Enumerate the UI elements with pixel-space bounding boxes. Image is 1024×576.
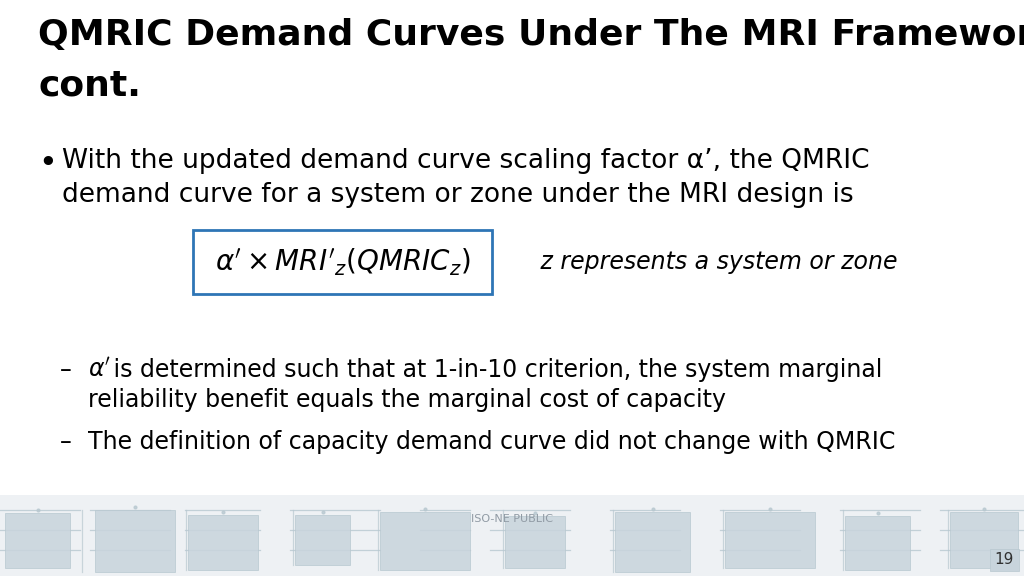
Bar — [380, 512, 470, 570]
Bar — [0, 495, 1024, 576]
Text: z represents a system or zone: z represents a system or zone — [518, 250, 897, 274]
FancyBboxPatch shape — [193, 230, 492, 294]
Text: •: • — [38, 148, 56, 179]
Bar — [615, 512, 690, 572]
Text: 19: 19 — [994, 552, 1014, 567]
Text: The definition of capacity demand curve did not change with QMRIC: The definition of capacity demand curve … — [88, 430, 895, 454]
Bar — [950, 512, 1018, 568]
Bar — [990, 549, 1019, 571]
Bar — [725, 512, 815, 568]
Bar — [95, 510, 175, 572]
Text: demand curve for a system or zone under the MRI design is: demand curve for a system or zone under … — [62, 182, 854, 208]
Text: $\alpha' \times MRI'_z(QMRIC_z)$: $\alpha' \times MRI'_z(QMRIC_z)$ — [215, 247, 470, 278]
Text: QMRIC Demand Curves Under The MRI Framework,: QMRIC Demand Curves Under The MRI Framew… — [38, 18, 1024, 52]
Text: ISO-NE PUBLIC: ISO-NE PUBLIC — [471, 514, 553, 524]
Bar — [295, 515, 350, 565]
Text: With the updated demand curve scaling factor α’, the QMRIC: With the updated demand curve scaling fa… — [62, 148, 869, 174]
Text: –: – — [60, 430, 72, 454]
Bar — [505, 516, 565, 568]
Bar — [845, 516, 910, 570]
Bar — [188, 515, 258, 570]
Bar — [5, 513, 70, 568]
Text: reliability benefit equals the marginal cost of capacity: reliability benefit equals the marginal … — [88, 388, 726, 412]
Text: is determined such that at 1-in-10 criterion, the system marginal: is determined such that at 1-in-10 crite… — [106, 358, 883, 382]
Text: cont.: cont. — [38, 68, 141, 102]
Text: –: – — [60, 358, 72, 382]
Text: $\alpha'$: $\alpha'$ — [88, 358, 111, 382]
